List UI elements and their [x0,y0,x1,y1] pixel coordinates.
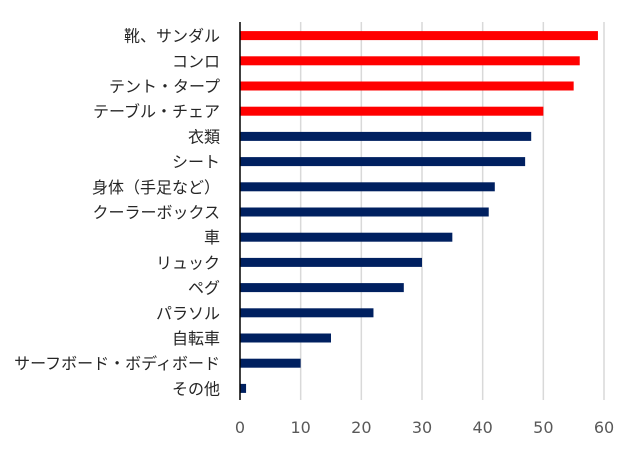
bar [240,207,489,217]
category-label: コンロ [172,52,220,71]
bar [240,106,544,116]
category-label: パラソル [156,304,220,323]
bar [240,56,580,66]
bar [240,358,301,368]
x-tick-label: 60 [594,418,614,437]
bar [240,383,247,393]
bar [240,182,495,192]
bar [240,31,598,41]
x-tick-label: 50 [533,418,553,437]
bar [240,283,404,293]
category-label: テーブル・チェア [93,102,220,121]
x-tick-label: 30 [412,418,432,437]
bar [240,333,331,343]
x-tick-label: 0 [235,418,245,437]
x-tick-labels: 0 10 20 30 40 50 60 [235,418,614,437]
category-label: ペグ [188,279,220,298]
bar [240,81,574,91]
bar [240,232,453,242]
bar [240,257,422,267]
x-tick-label: 10 [290,418,310,437]
category-label: テント・タープ [109,77,220,96]
category-label: シート [172,153,220,172]
category-label: 車 [204,228,220,247]
category-label: 衣類 [188,127,220,146]
bar [240,157,526,167]
x-tick-label: 40 [472,418,492,437]
bar [240,131,532,141]
category-label: サーフボード・ボディボード [14,354,220,373]
category-label: 自転車 [172,329,220,348]
category-label: 身体（手足など） [92,178,220,197]
category-label: リュック [156,253,220,272]
x-tick-label: 20 [351,418,371,437]
bars [240,31,598,393]
category-label: クーラーボックス [92,203,220,222]
category-label: 靴、サンダル [124,27,220,46]
category-label: その他 [172,379,220,398]
bar [240,308,374,318]
